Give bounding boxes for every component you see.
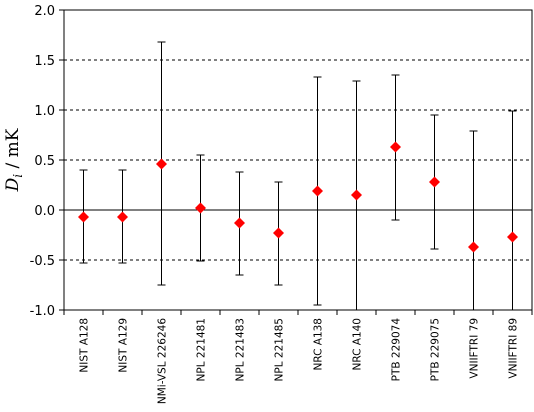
data-point [156, 158, 167, 170]
data-point [351, 189, 362, 201]
data-point [468, 241, 479, 253]
data-point [234, 217, 245, 229]
y-tick-label: -1.0 [30, 304, 55, 319]
gridlines [64, 59, 532, 261]
y-axis-label-unit: / mK [3, 128, 23, 174]
x-category-label: PTB 229074 [391, 318, 403, 382]
y-ticks: -1.0 -0.5 0.0 0.5 1.0 1.5 2.0 [30, 4, 64, 319]
y-tick-label: 0.5 [34, 154, 55, 169]
data-point [507, 231, 518, 243]
y-tick-label: -0.5 [30, 254, 55, 269]
x-category-label: PTB 229075 [430, 318, 442, 381]
x-category-label: VNIIFTRI 89 [508, 318, 520, 379]
data-point [312, 185, 323, 197]
error-bars [79, 41, 517, 311]
x-category-label: NPL 221485 [274, 318, 286, 381]
x-category-label: NIST A128 [79, 318, 91, 373]
x-category-label: NIST A129 [118, 318, 130, 373]
y-tick-label: 2.0 [34, 4, 55, 19]
y-axis-label: Di / mK [3, 128, 25, 192]
y-axis-label-symbol: D [3, 177, 23, 192]
x-category-label: NMi-VSL 226246 [157, 318, 169, 404]
x-category-label: NPL 221483 [235, 318, 247, 381]
data-point [117, 211, 128, 223]
y-axis-label-subscript: i [11, 174, 25, 178]
x-category-label: NPL 221481 [196, 318, 208, 381]
x-category-label: NRC A140 [352, 318, 364, 371]
data-point [429, 176, 440, 188]
data-point [195, 202, 206, 214]
x-category-label: VNIIFTRI 79 [469, 318, 481, 379]
data-point [78, 211, 89, 223]
data-point [273, 227, 284, 239]
y-tick-label: 1.5 [34, 54, 55, 69]
y-tick-label: 0.0 [34, 204, 55, 219]
x-ticks: NIST A128 NIST A129 NMi-VSL 226246 NPL 2214… [63, 310, 533, 404]
data-point [390, 141, 401, 153]
y-tick-label: 1.0 [34, 104, 55, 119]
x-category-label: NRC A138 [313, 318, 325, 371]
data-points [78, 141, 518, 253]
